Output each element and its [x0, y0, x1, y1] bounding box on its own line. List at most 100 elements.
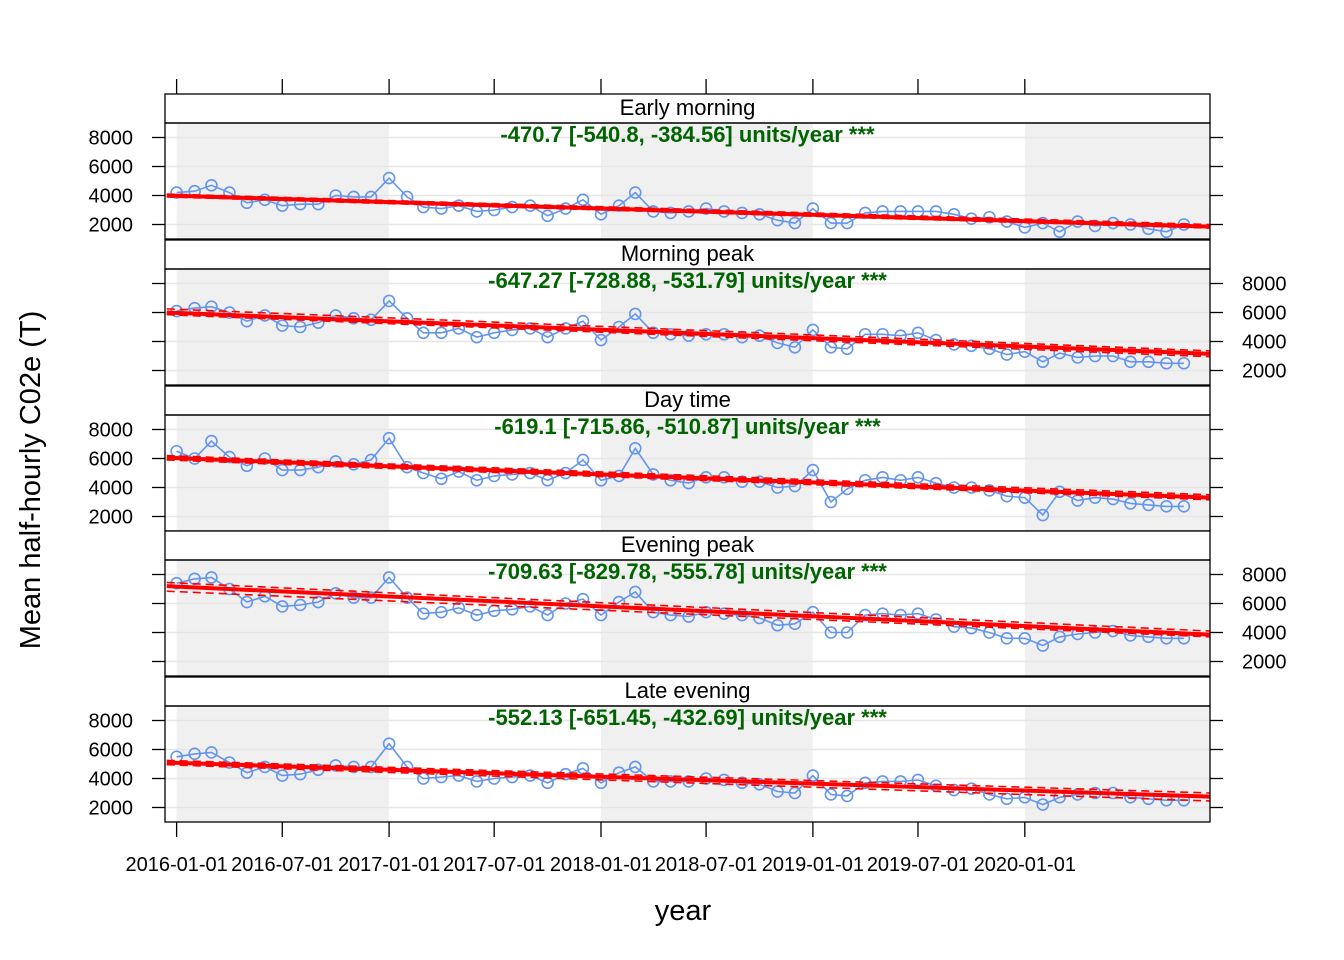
confidence-line [166, 313, 1211, 358]
y-tick-label: 4000 [89, 769, 134, 791]
data-point [806, 769, 820, 782]
trend-annotation: -709.63 [-829.78, -555.78] units/year **… [488, 559, 887, 584]
panel-strip-label: Morning peak [621, 241, 755, 266]
shaded-period [1024, 560, 1210, 676]
x-tick-label: 2020-01-01 [974, 854, 1076, 876]
x-tick-label: 2019-01-01 [762, 854, 864, 876]
trend-annotation: -552.13 [-651.45, -432.69] units/year **… [488, 705, 887, 730]
y-tick-label: 6000 [89, 157, 134, 179]
data-point [1124, 791, 1137, 804]
trend-line [166, 455, 1211, 500]
y-tick-label: 2000 [1242, 361, 1287, 383]
y-tick-label: 8000 [89, 128, 134, 150]
data-point [1177, 500, 1191, 513]
panel-strip [164, 385, 1211, 416]
data-point [382, 294, 396, 308]
x-tick-label: 2017-07-01 [443, 854, 545, 876]
panel-4: -552.13 [-651.45, -432.69] units/year **… [89, 676, 1223, 823]
data-point [788, 216, 802, 230]
x-tick-label: 2019-07-01 [867, 854, 969, 876]
panel-3: -709.63 [-829.78, -555.78] units/year **… [152, 530, 1287, 677]
data-point [664, 473, 677, 487]
shaded-period [176, 269, 390, 385]
shaded-period [1024, 706, 1210, 822]
data-point [382, 737, 396, 751]
panel-2: -619.1 [-715.86, -510.87] units/year ***… [89, 385, 1223, 532]
shaded-period [600, 269, 813, 385]
data-point [788, 786, 802, 800]
data-point [541, 209, 554, 223]
panel-strip-label: Evening peak [621, 532, 755, 557]
data-point [382, 431, 396, 445]
data-point [275, 319, 289, 332]
data-point [293, 598, 307, 612]
confidence-line [166, 590, 1211, 638]
data-point [205, 179, 218, 192]
panel-strip-label: Day time [644, 387, 731, 412]
data-point [824, 626, 838, 639]
data-point [628, 760, 642, 774]
data-point [1000, 631, 1014, 645]
shaded-period [600, 706, 813, 822]
y-tick-label: 4000 [1242, 332, 1287, 354]
data-point [983, 210, 996, 224]
data-point [1088, 626, 1102, 639]
data-point [699, 202, 713, 215]
data-point [417, 607, 430, 620]
data-point [576, 314, 590, 328]
data-point [1160, 356, 1173, 370]
y-tick-label: 6000 [89, 740, 134, 762]
confidence-line [166, 308, 1211, 352]
data-point [1036, 508, 1050, 522]
trend-annotation: -470.7 [-540.8, -384.56] units/year *** [500, 122, 875, 147]
data-point [1036, 355, 1050, 369]
trend-annotation: -647.27 [-728.88, -531.79] units/year **… [488, 268, 887, 293]
data-point [435, 472, 448, 486]
data-point [417, 772, 430, 785]
y-tick-label: 2000 [89, 507, 134, 529]
data-point [806, 463, 820, 477]
data-point [541, 608, 554, 622]
data-point [1124, 355, 1137, 369]
data-point [382, 171, 396, 185]
trend-line [166, 760, 1211, 799]
trend-line [166, 310, 1211, 356]
y-axis-label: Mean half-hourly C02e (T) [15, 311, 47, 649]
data-point [1160, 500, 1173, 513]
data-point [1053, 225, 1066, 239]
confidence-line [166, 454, 1211, 496]
data-point [576, 453, 590, 467]
data-point [840, 789, 854, 803]
panel-strip-label: Early morning [620, 95, 756, 120]
data-point [1124, 497, 1137, 510]
y-tick-label: 6000 [1242, 303, 1287, 325]
data-point [628, 442, 642, 455]
data-point [382, 571, 396, 584]
data-point [470, 775, 484, 788]
y-tick-label: 4000 [89, 478, 134, 500]
data-point [1177, 356, 1191, 370]
shaded-period [176, 560, 390, 676]
y-tick-label: 8000 [89, 420, 134, 442]
data-point [576, 193, 590, 207]
data-point [911, 326, 925, 340]
data-point [470, 608, 484, 622]
data-point [275, 769, 289, 782]
confidence-line [166, 581, 1211, 632]
shaded-period [176, 123, 390, 239]
y-tick-label: 2000 [89, 798, 134, 820]
data-point [240, 595, 254, 609]
axes-layer: 2016-01-01 2016-07-01 2017-01-01 2017-07-01… [125, 79, 1076, 876]
data-point [753, 777, 766, 791]
trend-line [166, 584, 1211, 637]
data-point [858, 206, 872, 220]
y-tick-label: 2000 [1242, 652, 1287, 674]
data-point [347, 591, 360, 605]
confidence-line [166, 763, 1211, 802]
x-tick-label: 2016-01-01 [125, 854, 227, 876]
x-axis-label: year [655, 895, 712, 927]
y-tick-label: 4000 [89, 186, 134, 208]
panel-strip [164, 239, 1211, 270]
y-tick-label: 8000 [1242, 565, 1287, 587]
